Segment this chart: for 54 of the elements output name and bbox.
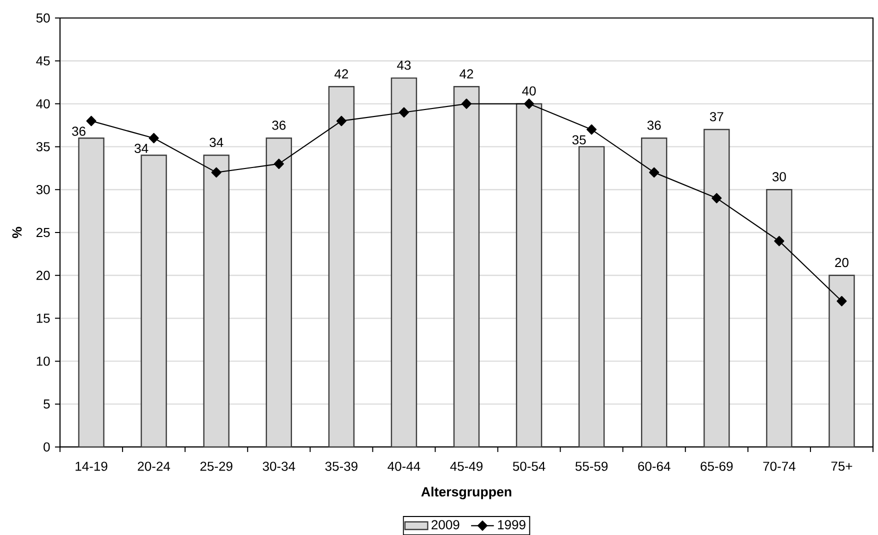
y-tick-label: 5 — [44, 400, 50, 409]
point — [586, 124, 597, 135]
point — [836, 296, 847, 306]
x-tick-label: 55-59 — [575, 462, 608, 471]
data-label: 35 — [572, 135, 586, 144]
y-tick-label: 40 — [36, 99, 50, 108]
y-tick-label: 0 — [44, 442, 50, 452]
data-label: 37 — [710, 112, 724, 122]
y-axis-title: % — [12, 226, 22, 238]
x-axis-title: Altersgruppen — [421, 486, 512, 500]
data-label: 43 — [397, 60, 411, 70]
x-tick-label: 25-29 — [200, 462, 232, 471]
data-label: 36 — [272, 120, 286, 130]
y-tick-label: 15 — [36, 314, 50, 323]
y-tick-label: 10 — [36, 356, 50, 366]
data-label: 34 — [134, 144, 148, 154]
data-label: 40 — [522, 86, 536, 96]
point — [461, 98, 472, 109]
x-tick-label: 30-34 — [262, 462, 296, 471]
y-tick-label: 45 — [36, 56, 50, 66]
data-label: 36 — [72, 126, 86, 136]
data-label: 34 — [210, 138, 224, 148]
y-tick-label: 30 — [36, 184, 50, 194]
x-tick-label: 65-69 — [700, 462, 733, 471]
point — [86, 116, 96, 126]
point — [336, 116, 346, 126]
x-tick-label: 40-44 — [388, 462, 420, 471]
x-tick-label: 60-64 — [638, 462, 670, 471]
x-tick-label: 14-19 — [76, 462, 108, 471]
x-tick-label: 50-54 — [512, 462, 546, 471]
point — [274, 158, 284, 170]
point — [712, 193, 722, 204]
y-tick-label: 20 — [36, 270, 50, 280]
x-tick-label: 75+ — [831, 462, 852, 471]
y-tick-label: 25 — [36, 228, 50, 238]
data-label: 42 — [460, 69, 474, 78]
point — [649, 167, 660, 178]
point — [774, 236, 784, 246]
point — [211, 167, 222, 178]
legend-label: 2009 — [432, 520, 460, 530]
point — [524, 98, 534, 109]
data-label: 36 — [647, 120, 661, 130]
point — [398, 107, 410, 118]
y-tick-label: 35 — [36, 142, 50, 152]
y-tick-label: 50 — [36, 13, 50, 23]
data-label: 42 — [334, 69, 348, 78]
data-label: 20 — [835, 258, 848, 268]
point — [148, 132, 159, 144]
x-tick-label: 20-24 — [138, 462, 170, 471]
legend-label: 1999 — [498, 520, 526, 530]
x-tick-label: 70-74 — [763, 462, 796, 471]
data-label: 30 — [772, 172, 786, 182]
x-tick-label: 45-49 — [450, 462, 482, 471]
x-tick-label: 35-39 — [325, 462, 358, 471]
